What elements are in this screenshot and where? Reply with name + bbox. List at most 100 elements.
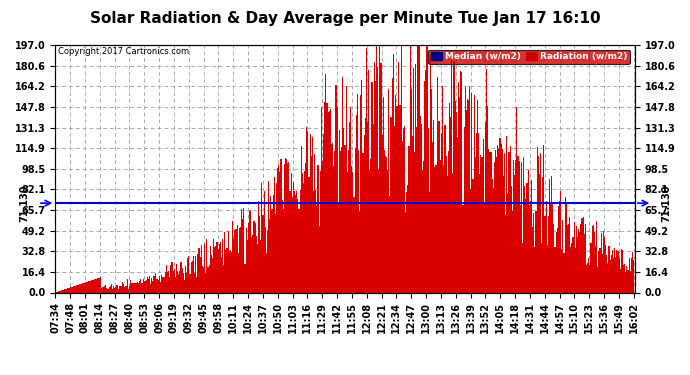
Bar xyxy=(192,261,193,292)
Text: Solar Radiation & Day Average per Minute Tue Jan 17 16:10: Solar Radiation & Day Average per Minute… xyxy=(90,11,600,26)
Bar xyxy=(615,257,616,292)
Bar xyxy=(231,252,232,292)
Bar xyxy=(550,202,551,292)
Bar xyxy=(138,283,139,292)
Bar xyxy=(238,253,239,292)
Text: 71.130: 71.130 xyxy=(19,184,29,222)
Bar xyxy=(387,170,388,292)
Bar xyxy=(314,154,315,292)
Bar xyxy=(602,254,603,292)
Bar xyxy=(241,209,242,292)
Bar xyxy=(439,121,440,292)
Bar xyxy=(287,164,288,292)
Bar xyxy=(435,165,437,292)
Bar xyxy=(416,127,417,292)
Bar xyxy=(270,196,271,292)
Bar xyxy=(68,288,69,292)
Bar xyxy=(113,286,114,292)
Bar xyxy=(195,256,196,292)
Bar xyxy=(302,172,303,292)
Bar xyxy=(294,191,295,292)
Bar xyxy=(229,251,230,292)
Bar xyxy=(244,264,246,292)
Bar xyxy=(146,280,147,292)
Bar xyxy=(105,285,106,292)
Bar xyxy=(215,246,217,292)
Bar xyxy=(515,160,516,292)
Bar xyxy=(179,271,181,292)
Bar xyxy=(97,278,99,292)
Bar xyxy=(132,283,133,292)
Bar xyxy=(506,136,507,292)
Bar xyxy=(290,173,292,292)
Bar xyxy=(452,173,453,292)
Bar xyxy=(441,134,442,292)
Bar xyxy=(172,271,174,292)
Bar xyxy=(137,282,138,292)
Bar xyxy=(406,192,407,292)
Bar xyxy=(317,165,319,292)
Bar xyxy=(183,273,184,292)
Bar xyxy=(442,86,443,292)
Bar xyxy=(326,103,328,292)
Bar xyxy=(582,217,584,292)
Bar xyxy=(446,176,448,292)
Bar xyxy=(296,191,297,292)
Bar xyxy=(273,195,274,292)
Bar xyxy=(546,245,548,292)
Bar xyxy=(386,157,387,292)
Bar xyxy=(214,248,215,292)
Bar xyxy=(133,283,135,292)
Bar xyxy=(70,287,72,292)
Bar xyxy=(219,242,221,292)
Bar xyxy=(85,282,86,292)
Bar xyxy=(77,285,78,292)
Bar xyxy=(112,289,113,292)
Bar xyxy=(117,288,119,292)
Bar xyxy=(124,287,126,292)
Bar xyxy=(375,81,376,292)
Bar xyxy=(475,158,476,292)
Bar xyxy=(199,257,201,292)
Bar xyxy=(339,130,340,292)
Bar xyxy=(239,228,240,292)
Bar xyxy=(461,72,462,292)
Bar xyxy=(129,286,130,292)
Bar xyxy=(353,197,355,292)
Bar xyxy=(203,267,204,292)
Bar xyxy=(90,280,92,292)
Bar xyxy=(500,144,502,292)
Bar xyxy=(486,69,487,292)
Bar xyxy=(505,215,506,292)
Bar xyxy=(576,226,577,292)
Bar xyxy=(496,157,497,292)
Bar xyxy=(69,288,70,292)
Bar xyxy=(181,268,183,292)
Bar xyxy=(397,106,398,292)
Bar xyxy=(384,150,385,292)
Bar xyxy=(240,226,241,292)
Bar xyxy=(217,249,219,292)
Bar xyxy=(408,146,410,292)
Bar xyxy=(321,106,322,292)
Bar xyxy=(255,224,256,292)
Bar xyxy=(512,211,513,292)
Bar xyxy=(78,285,79,292)
Bar xyxy=(275,214,276,292)
Bar xyxy=(349,122,350,292)
Bar xyxy=(242,219,244,292)
Bar xyxy=(184,280,185,292)
Bar xyxy=(630,271,631,292)
Bar xyxy=(196,277,197,292)
Bar xyxy=(534,248,535,292)
Bar xyxy=(177,271,178,292)
Bar xyxy=(462,205,464,292)
Bar xyxy=(253,221,255,292)
Bar xyxy=(573,222,575,292)
Bar xyxy=(108,287,110,292)
Bar xyxy=(541,243,542,292)
Bar xyxy=(58,291,59,292)
Bar xyxy=(405,212,406,292)
Bar xyxy=(271,209,273,292)
Bar xyxy=(265,227,266,292)
